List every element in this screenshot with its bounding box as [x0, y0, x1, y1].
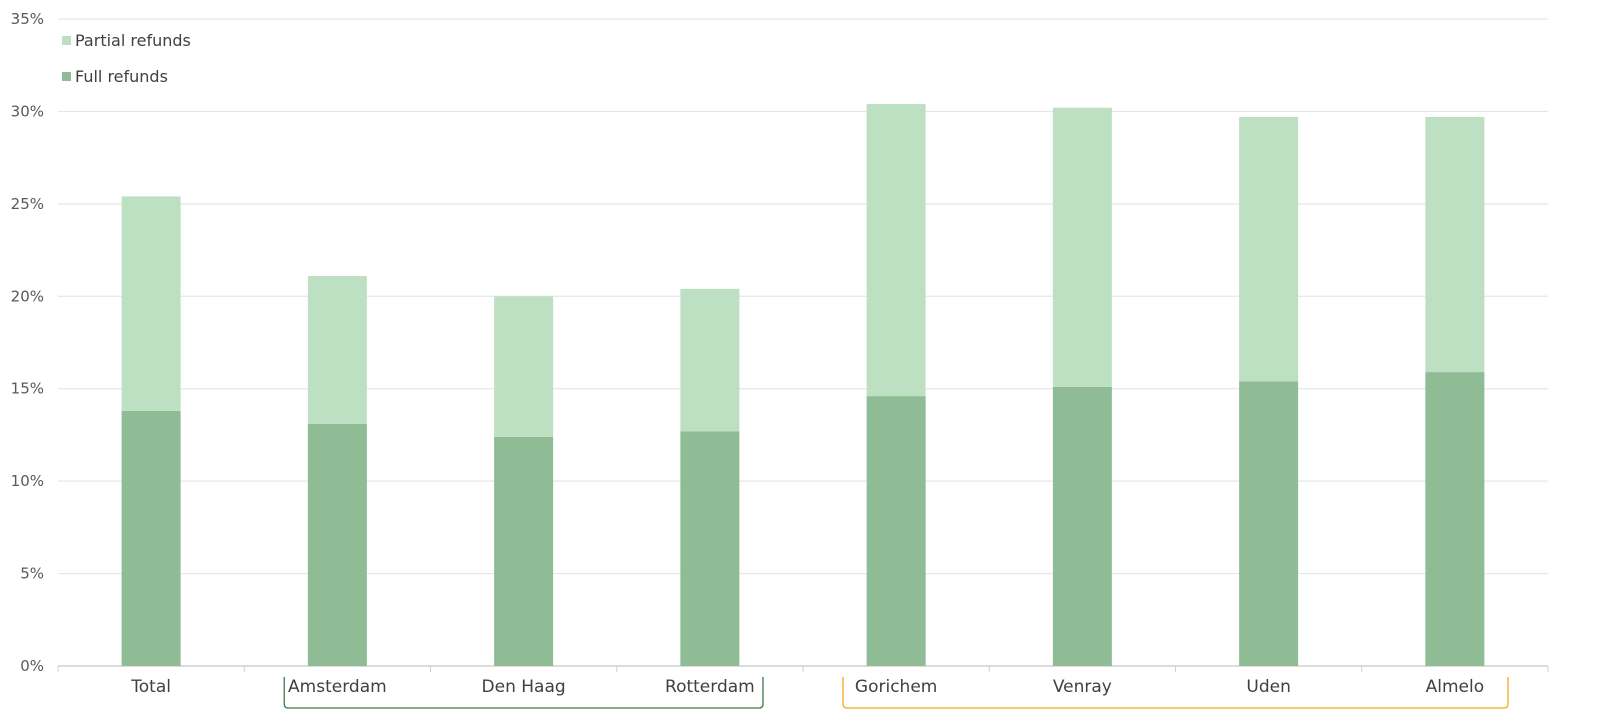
y-tick-label: 0%: [20, 657, 44, 675]
bar-partial-refunds: [866, 104, 926, 397]
x-tick-label: Den Haag: [482, 677, 566, 697]
legend-label: Full refunds: [75, 67, 168, 86]
gridlines: [58, 18, 1548, 667]
bar-full-refunds: [866, 396, 926, 666]
group-brackets: [283, 677, 1509, 709]
x-tick-label: Almelo: [1426, 677, 1485, 697]
y-axis-ticks: 0% 5% 10% 15% 20% 25% 30% 35%: [11, 10, 44, 675]
group-bracket: [842, 677, 1509, 709]
bar-partial-refunds: [494, 296, 554, 437]
x-tick-label: Rotterdam: [665, 677, 755, 697]
y-tick-label: 20%: [11, 287, 44, 305]
bar-full-refunds: [1239, 381, 1299, 666]
bar-full-refunds: [307, 423, 367, 666]
y-tick-label: 35%: [11, 10, 44, 28]
bar-partial-refunds: [680, 288, 740, 432]
y-tick-label: 30%: [11, 102, 44, 120]
legend: Partial refunds Full refunds: [62, 31, 191, 86]
y-tick-label: 5%: [20, 565, 44, 583]
x-tick-label: Gorichem: [855, 677, 937, 697]
bar-partial-refunds: [1052, 107, 1112, 387]
bar-full-refunds: [121, 410, 181, 666]
bar-partial-refunds: [1239, 116, 1299, 382]
group-bracket: [283, 677, 764, 709]
x-axis: Total Amsterdam Den Haag Rotterdam Gorichem V…: [57, 666, 1549, 697]
y-tick-label: 15%: [11, 380, 44, 398]
bar-partial-refunds: [1425, 116, 1485, 373]
legend-label: Partial refunds: [75, 31, 191, 50]
x-tick-label: Total: [130, 677, 171, 697]
bar-full-refunds: [1425, 372, 1485, 666]
bar-full-refunds: [494, 436, 554, 666]
legend-swatch: [62, 36, 71, 45]
bars: [121, 104, 1485, 666]
y-tick-label: 10%: [11, 472, 44, 490]
legend-swatch: [62, 72, 71, 81]
bar-partial-refunds: [307, 275, 367, 424]
x-tick-label: Uden: [1246, 677, 1290, 697]
y-tick-label: 25%: [11, 195, 44, 213]
x-tick-label: Amsterdam: [288, 677, 387, 697]
bar-partial-refunds: [121, 196, 181, 411]
x-tick-label: Venray: [1053, 677, 1112, 697]
bar-full-refunds: [1052, 386, 1112, 666]
bar-full-refunds: [680, 431, 740, 666]
